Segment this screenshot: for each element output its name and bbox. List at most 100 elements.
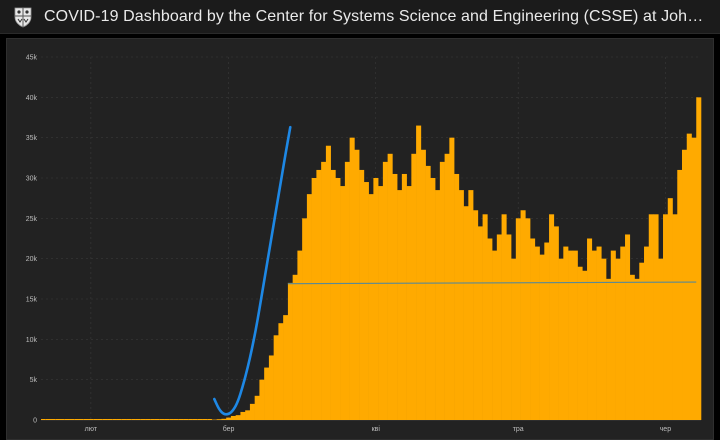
bar <box>696 97 702 421</box>
bar <box>335 178 341 420</box>
bar <box>444 153 450 421</box>
bar <box>534 246 540 420</box>
bar <box>283 315 289 420</box>
bar <box>468 190 474 420</box>
bar <box>591 250 597 420</box>
bar <box>178 419 184 420</box>
bar <box>325 145 331 420</box>
y-tick-label: 45k <box>26 55 38 62</box>
bar <box>373 178 379 420</box>
bar <box>221 418 227 420</box>
bar <box>667 198 673 420</box>
y-tick-label: 20k <box>26 256 38 263</box>
bar <box>406 186 412 420</box>
bar <box>677 169 683 420</box>
bar <box>378 186 384 420</box>
bar <box>254 395 260 420</box>
bar <box>530 238 536 420</box>
bar <box>454 173 460 420</box>
bar <box>140 419 146 420</box>
y-tick-label: 10k <box>26 337 38 344</box>
bar <box>188 419 193 420</box>
bar <box>572 250 578 420</box>
bar <box>549 214 555 420</box>
bar <box>691 137 697 420</box>
average-line <box>287 281 697 285</box>
bar <box>240 411 246 420</box>
bar <box>686 133 692 420</box>
bar <box>553 226 559 420</box>
bar <box>606 278 612 420</box>
bar <box>159 419 165 420</box>
bar <box>169 419 174 420</box>
bar <box>601 258 607 420</box>
bar <box>620 246 626 420</box>
bar <box>363 182 369 420</box>
bar <box>387 153 393 421</box>
bar <box>492 250 498 420</box>
bar <box>287 282 293 420</box>
bar <box>93 419 98 420</box>
bar <box>230 415 236 420</box>
bar <box>563 246 569 420</box>
bar <box>354 149 360 420</box>
y-tick-label: 35k <box>26 135 38 142</box>
bar <box>463 206 469 420</box>
bar <box>302 218 308 420</box>
bar <box>473 210 479 420</box>
bar <box>430 178 436 420</box>
bar <box>216 419 222 420</box>
bar <box>506 234 512 420</box>
bar <box>435 190 441 420</box>
y-tick-label: 40k <box>26 95 38 102</box>
bar <box>150 419 155 420</box>
bar <box>78 419 84 420</box>
bar <box>477 226 483 420</box>
bar <box>135 419 141 420</box>
bar <box>116 419 122 420</box>
bar <box>482 214 488 420</box>
bar <box>577 266 583 420</box>
bar <box>102 419 108 420</box>
bar <box>515 218 521 420</box>
bar <box>397 190 403 420</box>
bar <box>682 149 688 420</box>
bar <box>663 214 669 420</box>
trend-curve <box>213 125 292 416</box>
bar <box>41 419 46 420</box>
bar <box>259 379 265 420</box>
bar <box>368 194 374 420</box>
bar <box>420 149 426 420</box>
bar <box>449 137 455 420</box>
bar <box>416 125 422 421</box>
bar <box>382 161 388 420</box>
bar <box>173 419 179 420</box>
x-tick-label: кві <box>372 425 381 433</box>
bar <box>121 419 127 420</box>
bar <box>401 173 407 420</box>
x-tick-label: бер <box>223 425 235 433</box>
bar <box>340 186 346 420</box>
y-tick-label: 15k <box>26 297 38 304</box>
shield-crest-icon <box>12 6 34 28</box>
bar <box>629 274 635 420</box>
bar <box>126 419 132 420</box>
bar <box>558 258 564 420</box>
bar <box>425 165 431 420</box>
bar <box>439 161 445 420</box>
bar <box>245 410 251 420</box>
bar <box>235 415 241 420</box>
bar <box>648 214 654 420</box>
bar <box>392 173 398 420</box>
bar <box>264 367 270 420</box>
bar <box>55 419 60 420</box>
bar <box>349 137 355 420</box>
bar <box>197 419 203 420</box>
bar <box>359 169 365 420</box>
bar <box>268 355 274 420</box>
bar <box>596 246 602 420</box>
bar <box>107 419 113 420</box>
page-title: COVID-19 Dashboard by the Center for Sys… <box>44 7 704 25</box>
bar <box>88 419 94 420</box>
bar <box>112 419 117 420</box>
